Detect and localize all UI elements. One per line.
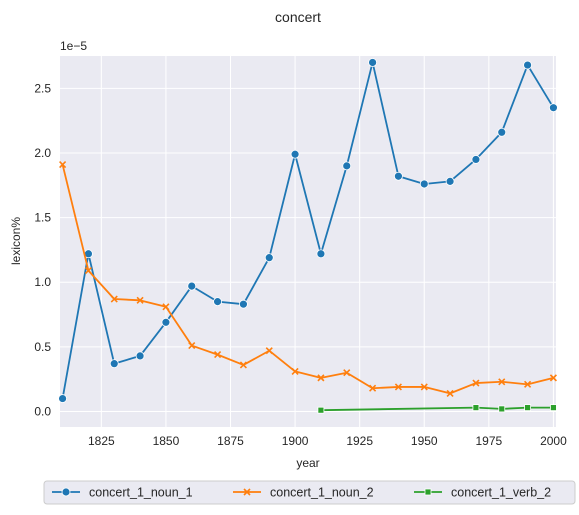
legend-items: concert_1_noun_1 concert_1_noun_2 concert_… xyxy=(52,486,551,500)
data-point xyxy=(316,249,326,259)
chart-title: concert xyxy=(275,9,321,25)
data-point xyxy=(472,404,480,412)
data-point xyxy=(317,406,325,414)
x-tick-label: 1825 xyxy=(88,434,115,448)
y-tick-label: 0.0 xyxy=(34,404,51,418)
data-point xyxy=(446,389,454,397)
series-concert_1_verb_2 xyxy=(317,404,557,414)
series-concert_1_noun_1 xyxy=(58,58,558,403)
data-point xyxy=(239,361,247,369)
data-point xyxy=(188,341,196,350)
data-point xyxy=(291,367,299,375)
x-tick-label: 1925 xyxy=(346,434,373,448)
y-tick-label: 1.5 xyxy=(34,211,51,225)
data-point xyxy=(549,103,558,113)
x-tick-label: 1950 xyxy=(411,434,438,448)
data-point xyxy=(394,171,403,181)
data-point xyxy=(445,176,455,186)
x-tick-label: 1875 xyxy=(217,434,244,448)
legend-frame xyxy=(43,480,576,505)
data-point xyxy=(265,347,273,355)
legend-entry: concert_1_noun_2 xyxy=(233,486,374,500)
data-point xyxy=(239,299,248,309)
data-point xyxy=(471,155,481,164)
data-point xyxy=(342,161,352,171)
legend-label: concert_1_verb_2 xyxy=(451,486,551,500)
data-point xyxy=(162,303,170,311)
data-point xyxy=(264,253,274,263)
data-point xyxy=(61,487,71,497)
ticks: 1825 1850 1875 1900 1925 1950 1975 2000 0.0 0.5 1.… xyxy=(34,81,567,448)
data-point xyxy=(524,380,532,388)
data-point xyxy=(58,394,67,403)
data-point xyxy=(214,351,222,359)
data-point xyxy=(419,179,429,189)
data-point xyxy=(497,127,507,137)
plot-area xyxy=(60,56,556,427)
y-tick-label: 1.0 xyxy=(34,275,51,289)
series-concert_1_noun_2 xyxy=(59,161,557,397)
data-point xyxy=(109,359,119,369)
data-point xyxy=(161,317,171,327)
series-layer xyxy=(58,58,558,414)
data-point xyxy=(368,58,377,67)
data-point xyxy=(136,296,144,304)
x-tick-label: 1850 xyxy=(153,434,180,448)
y-axis-label: lexicon% xyxy=(9,217,23,265)
data-point xyxy=(549,374,557,382)
y-axis-offset-label: 1e−5 xyxy=(60,39,87,53)
data-point xyxy=(420,383,428,391)
series-line xyxy=(61,61,555,399)
data-point xyxy=(343,369,351,377)
data-point xyxy=(498,405,506,413)
data-point xyxy=(424,488,432,496)
data-point xyxy=(369,384,377,392)
data-point xyxy=(187,281,197,291)
x-axis-label: year xyxy=(296,456,319,470)
legend-entry: concert_1_noun_1 xyxy=(52,486,193,500)
data-point xyxy=(317,374,325,382)
data-point xyxy=(550,404,557,412)
data-point xyxy=(135,351,145,361)
data-point xyxy=(213,297,222,307)
y-tick-label: 2.0 xyxy=(34,146,51,160)
legend-label: concert_1_noun_1 xyxy=(89,486,193,500)
y-tick-label: 2.5 xyxy=(34,81,51,95)
data-point xyxy=(472,379,480,387)
x-tick-label: 2000 xyxy=(540,434,567,448)
data-point xyxy=(290,149,300,159)
legend: concert_1_noun_1 concert_1_noun_2 concert_… xyxy=(43,480,576,505)
data-point xyxy=(84,267,92,275)
data-point xyxy=(243,488,251,496)
data-point xyxy=(59,161,67,169)
y-tick-label: 0.5 xyxy=(34,340,51,354)
data-point xyxy=(498,378,506,386)
data-point xyxy=(110,295,118,303)
legend-entry: concert_1_verb_2 xyxy=(414,486,551,500)
data-point xyxy=(394,383,402,391)
x-tick-label: 1975 xyxy=(475,434,502,448)
x-tick-label: 1900 xyxy=(282,434,309,448)
legend-label: concert_1_noun_2 xyxy=(270,486,374,500)
grid xyxy=(60,56,556,427)
series-line xyxy=(61,164,554,395)
data-point xyxy=(523,60,532,70)
data-point xyxy=(524,404,531,412)
